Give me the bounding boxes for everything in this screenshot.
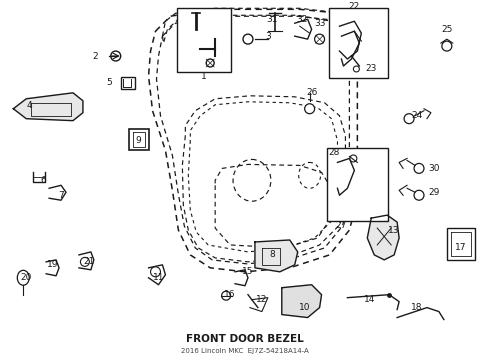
Text: FRONT DOOR BEZEL: FRONT DOOR BEZEL: [185, 334, 303, 345]
Text: 29: 29: [427, 188, 439, 197]
Text: 22: 22: [348, 2, 359, 11]
Text: 5: 5: [106, 78, 111, 87]
Ellipse shape: [80, 257, 89, 266]
Text: 12: 12: [256, 295, 267, 304]
Text: 21: 21: [83, 257, 94, 266]
Text: 32: 32: [295, 15, 307, 24]
Ellipse shape: [17, 270, 29, 285]
Text: 9: 9: [136, 136, 141, 145]
Ellipse shape: [206, 59, 214, 67]
Text: 2: 2: [92, 51, 98, 60]
Text: 33: 33: [313, 19, 325, 28]
Ellipse shape: [349, 155, 356, 162]
Text: 18: 18: [410, 303, 422, 312]
Text: 19: 19: [47, 260, 59, 269]
Bar: [121, 77, 134, 89]
Text: 27: 27: [335, 221, 346, 230]
FancyBboxPatch shape: [177, 8, 231, 72]
Text: 7: 7: [58, 191, 64, 200]
Text: 10: 10: [298, 303, 310, 312]
Text: 6: 6: [40, 176, 46, 185]
Text: 11: 11: [152, 273, 164, 282]
Ellipse shape: [243, 34, 252, 44]
Ellipse shape: [353, 66, 359, 72]
Text: 17: 17: [454, 243, 466, 252]
Polygon shape: [254, 240, 297, 272]
Text: 24: 24: [410, 111, 422, 120]
Text: 20: 20: [20, 273, 32, 282]
Text: 2016 Lincoln MKC  EJ7Z-54218A14-A: 2016 Lincoln MKC EJ7Z-54218A14-A: [180, 348, 308, 354]
Text: 30: 30: [427, 164, 439, 173]
Ellipse shape: [413, 163, 423, 174]
Bar: [128, 129, 148, 150]
Polygon shape: [13, 93, 83, 121]
Ellipse shape: [111, 51, 121, 61]
Text: 8: 8: [268, 251, 274, 260]
Polygon shape: [281, 285, 321, 318]
Text: 1: 1: [201, 72, 207, 81]
Text: 4: 4: [26, 101, 32, 110]
Polygon shape: [366, 215, 398, 260]
Bar: [446, 228, 474, 260]
Ellipse shape: [441, 41, 451, 51]
Text: 25: 25: [440, 25, 451, 34]
Ellipse shape: [150, 267, 160, 277]
Text: 16: 16: [224, 290, 235, 299]
FancyBboxPatch shape: [328, 8, 387, 78]
Ellipse shape: [304, 104, 314, 114]
Text: 28: 28: [328, 148, 340, 157]
Text: 23: 23: [365, 64, 376, 73]
Text: 3: 3: [264, 32, 270, 41]
Text: 26: 26: [305, 88, 317, 97]
Ellipse shape: [314, 34, 324, 44]
Text: 14: 14: [363, 295, 374, 304]
Ellipse shape: [221, 291, 230, 300]
Text: 31: 31: [265, 15, 277, 24]
FancyBboxPatch shape: [326, 148, 387, 221]
Text: 13: 13: [387, 226, 399, 235]
Ellipse shape: [403, 114, 413, 123]
Text: 15: 15: [242, 267, 253, 276]
Ellipse shape: [413, 190, 423, 200]
